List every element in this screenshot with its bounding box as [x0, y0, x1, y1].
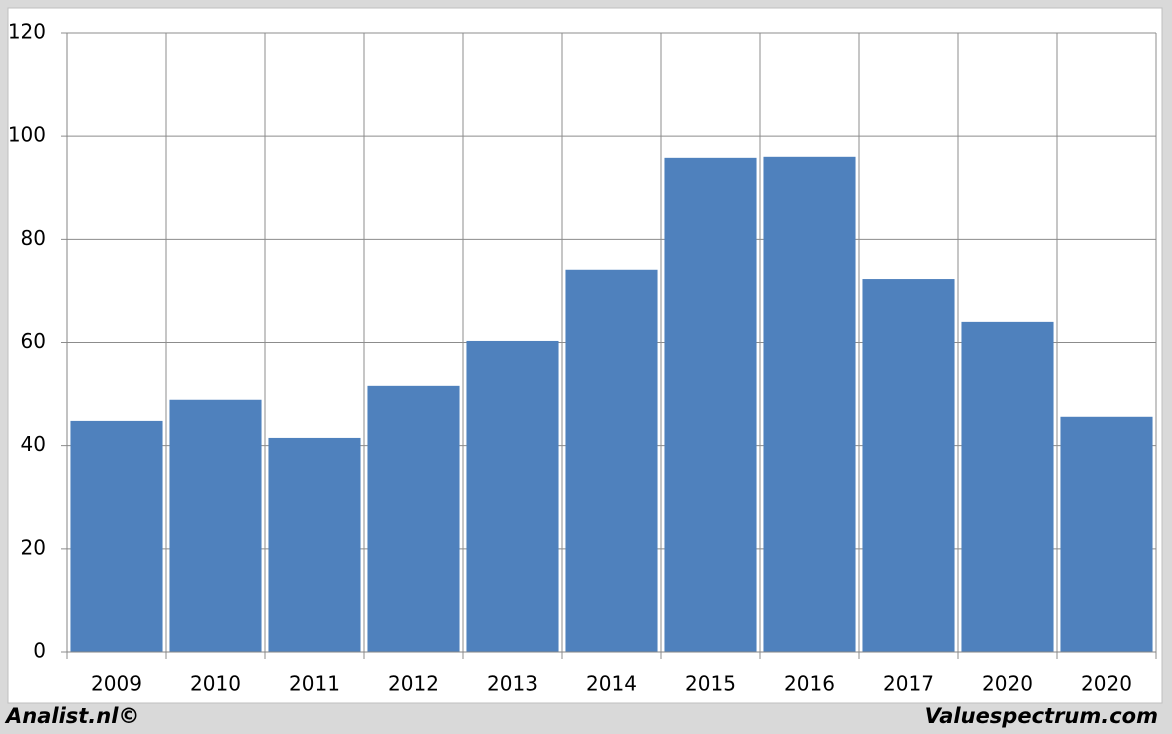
bar	[169, 399, 262, 652]
bar	[565, 269, 658, 652]
x-tick-label: 2020	[1081, 672, 1132, 696]
bar	[1060, 416, 1153, 652]
y-tick-label: 120	[8, 20, 46, 44]
y-tick-label: 20	[21, 535, 46, 559]
x-tick-label: 2010	[190, 672, 241, 696]
bar	[664, 157, 757, 652]
y-tick-label: 60	[21, 329, 46, 353]
bar	[466, 340, 559, 652]
x-tick-label: 2020	[982, 672, 1033, 696]
bar	[70, 420, 163, 652]
x-tick-label: 2016	[784, 672, 835, 696]
x-tick-label: 2014	[586, 672, 637, 696]
bar	[367, 385, 460, 652]
footer-left: Analist.nl©	[4, 704, 139, 728]
x-tick-label: 2015	[685, 672, 736, 696]
bar	[961, 321, 1054, 652]
footer-right: Valuespectrum.com	[925, 704, 1158, 728]
bar	[763, 156, 856, 653]
x-tick-label: 2013	[487, 672, 538, 696]
x-tick-label: 2017	[883, 672, 934, 696]
x-tick-label: 2009	[91, 672, 142, 696]
y-tick-label: 0	[33, 639, 46, 663]
x-tick-label: 2011	[289, 672, 340, 696]
y-tick-label: 100	[8, 123, 46, 147]
y-tick-label: 80	[21, 226, 46, 250]
x-tick-label: 2012	[388, 672, 439, 696]
bar	[862, 279, 955, 652]
y-tick-label: 40	[21, 432, 46, 456]
bar	[268, 437, 361, 652]
